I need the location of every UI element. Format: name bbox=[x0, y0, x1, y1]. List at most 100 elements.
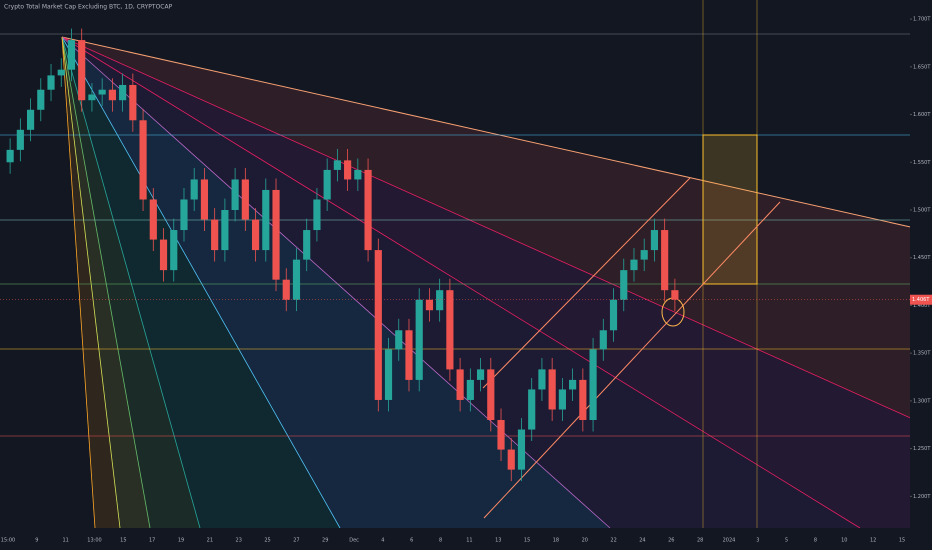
last-price-box bbox=[910, 294, 932, 305]
candle-body bbox=[364, 169, 372, 251]
candle-body bbox=[374, 250, 382, 400]
y-tick-label: 1.600T bbox=[913, 112, 931, 118]
x-tick-label: 4 bbox=[381, 538, 384, 544]
candle-body bbox=[589, 349, 597, 420]
candle-body bbox=[476, 369, 485, 380]
candle-body bbox=[569, 379, 577, 390]
x-tick-label: 2024 bbox=[723, 538, 736, 544]
fan-line bbox=[61, 36, 151, 529]
time-axis bbox=[0, 528, 932, 550]
candle-body bbox=[119, 84, 127, 101]
fan-line bbox=[61, 36, 121, 529]
candle-body bbox=[159, 239, 168, 271]
candle-body bbox=[221, 210, 229, 251]
fan-line bbox=[61, 36, 96, 529]
x-tick-label: 27 bbox=[293, 538, 299, 544]
candle-body bbox=[661, 230, 669, 291]
candle-body bbox=[149, 199, 157, 240]
fan-line bbox=[61, 36, 201, 529]
candle-body bbox=[251, 219, 260, 251]
x-tick-label: 29 bbox=[322, 538, 328, 544]
candle-body bbox=[425, 299, 434, 311]
candle-body bbox=[47, 75, 55, 90]
candle-body bbox=[344, 160, 352, 180]
target-box bbox=[702, 134, 758, 285]
y-tick-label: 1.300T bbox=[913, 398, 931, 404]
y-tick-label: 1.250T bbox=[913, 446, 931, 452]
candle-body bbox=[415, 299, 423, 380]
candle-body bbox=[262, 189, 270, 251]
candle-body bbox=[405, 330, 413, 380]
fan-line bbox=[61, 36, 916, 229]
candle-body bbox=[609, 299, 618, 331]
candle-body bbox=[630, 259, 638, 271]
y-tick-label: 1.350T bbox=[913, 351, 931, 357]
candle-body bbox=[282, 279, 290, 300]
x-tick-label: 8 bbox=[439, 538, 442, 544]
x-tick-label: 17 bbox=[149, 538, 155, 544]
candle-body bbox=[200, 179, 209, 220]
candle-body bbox=[78, 40, 86, 101]
x-tick-label: 6 bbox=[410, 538, 413, 544]
x-tick-label: 8 bbox=[814, 538, 817, 544]
x-tick-label: 23 bbox=[236, 538, 242, 544]
candle-body bbox=[487, 369, 495, 420]
x-tick-label: 11 bbox=[466, 538, 472, 544]
candle-body bbox=[231, 179, 239, 210]
candle-body bbox=[6, 149, 14, 163]
y-tick-label: 1.500T bbox=[913, 208, 931, 214]
channel-line bbox=[482, 177, 691, 389]
candle-body bbox=[384, 349, 393, 400]
candles bbox=[6, 28, 679, 482]
x-tick-label: 11 bbox=[62, 538, 68, 544]
candle-body bbox=[507, 449, 515, 470]
x-tick-label: 15 bbox=[899, 538, 905, 544]
candle-body bbox=[88, 94, 96, 101]
candle-body bbox=[538, 369, 546, 390]
candle-body bbox=[354, 169, 362, 180]
x-tick-label: 13 bbox=[495, 538, 501, 544]
last-price-label: 1.406T bbox=[912, 297, 930, 303]
candle-body bbox=[446, 290, 454, 370]
x-tick-label: 25 bbox=[264, 538, 270, 544]
x-tick-label: 3 bbox=[756, 538, 759, 544]
x-tick-label: 22 bbox=[610, 538, 616, 544]
candle-body bbox=[466, 379, 474, 400]
y-tick-label: 1.700T bbox=[913, 17, 931, 23]
x-tick-label: 10 bbox=[841, 538, 847, 544]
y-tick-label: 1.400T bbox=[913, 303, 931, 309]
x-tick-label: 12 bbox=[870, 538, 876, 544]
candle-body bbox=[456, 369, 464, 400]
y-tick-label: 1.650T bbox=[913, 64, 931, 70]
candle-body bbox=[139, 120, 147, 200]
candle-body bbox=[190, 179, 198, 200]
chart-title: Crypto Total Market Cap Excluding BTC, 1… bbox=[4, 4, 173, 11]
candle-body bbox=[558, 389, 566, 410]
channel-line bbox=[483, 201, 781, 519]
x-tick-label: Dec bbox=[349, 538, 359, 544]
candle-body bbox=[579, 379, 587, 420]
y-tick-label: 1.550T bbox=[913, 160, 931, 166]
levels bbox=[0, 0, 910, 528]
candle-body bbox=[323, 169, 331, 200]
candle-body bbox=[241, 179, 249, 220]
x-tick-label: 19 bbox=[178, 538, 184, 544]
candle-body bbox=[517, 429, 526, 470]
candle-body bbox=[37, 89, 45, 110]
candle-body bbox=[548, 369, 556, 410]
x-tick-label: 9 bbox=[35, 538, 38, 544]
fan-line bbox=[61, 36, 341, 529]
candle-body bbox=[650, 230, 659, 251]
x-tick-label: 15 bbox=[524, 538, 530, 544]
fan-line bbox=[61, 36, 916, 421]
candle-body bbox=[671, 290, 679, 300]
y-tick-label: 1.200T bbox=[913, 494, 931, 500]
x-tick-label: 24 bbox=[639, 538, 645, 544]
x-tick-label: 13:00 bbox=[87, 538, 101, 544]
candle-body bbox=[497, 420, 505, 450]
gann-fan bbox=[61, 36, 916, 529]
candle-body bbox=[640, 250, 648, 260]
candle-body bbox=[395, 330, 403, 350]
